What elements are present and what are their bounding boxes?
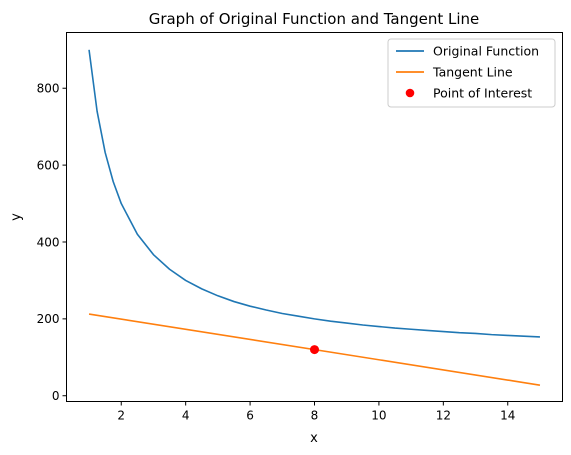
y-axis: 0 200 400 600 800 (37, 82, 67, 403)
y-tick-label: 200 (37, 312, 60, 326)
y-tick-label: 0 (52, 389, 60, 403)
x-tick-label: 14 (500, 409, 515, 423)
legend: Original Function Tangent Line Point of In… (387, 38, 556, 108)
x-tick-label: 2 (117, 409, 125, 423)
point-of-interest-marker (310, 345, 319, 355)
x-tick-label: 4 (182, 409, 190, 423)
legend-item-point-of-interest-swatch (405, 88, 415, 98)
x-tick-label: 6 (246, 409, 254, 423)
y-tick-label: 800 (37, 82, 60, 96)
x-axis-label: x (310, 431, 318, 446)
x-axis: 2 4 6 8 10 12 14 (117, 401, 515, 423)
legend-box (387, 38, 556, 108)
legend-item-original-function-label: Original Function (433, 44, 539, 59)
y-tick-label: 400 (37, 235, 60, 249)
legend-item-point-of-interest-label: Point of Interest (433, 86, 532, 101)
x-tick-label: 12 (436, 409, 451, 423)
original-function-line (88, 49, 540, 338)
legend-item-tangent-line-label: Tangent Line (432, 65, 513, 80)
y-axis-label: y (9, 213, 24, 221)
y-tick-label: 600 (37, 158, 60, 172)
x-tick-label: 8 (311, 409, 319, 423)
chart-title: Graph of Original Function and Tangent L… (149, 10, 480, 28)
plot-content (88, 49, 541, 386)
x-tick-label: 10 (371, 409, 386, 423)
